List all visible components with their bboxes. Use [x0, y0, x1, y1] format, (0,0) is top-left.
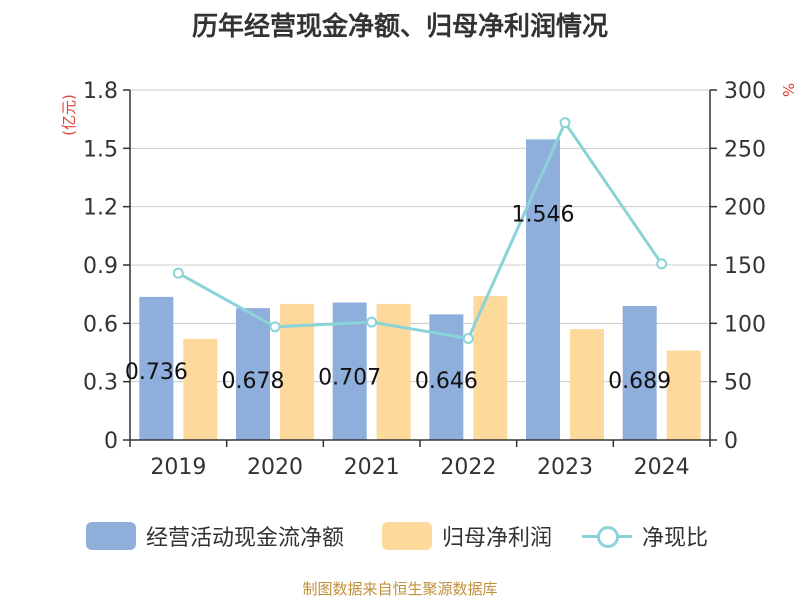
ratio-point — [172, 267, 184, 279]
left-tick-label: 1.5 — [83, 137, 118, 162]
legend-label-ratio: 净现比 — [642, 526, 709, 551]
bars — [139, 139, 701, 440]
bar-cash — [236, 308, 270, 440]
right-tick-label: 300 — [724, 79, 766, 104]
x-tick-label: 2021 — [344, 455, 400, 480]
right-tick-label: 250 — [724, 137, 766, 162]
ratio-line — [177, 119, 663, 341]
cash-value-label: 0.646 — [415, 369, 478, 394]
legend-label-profit: 归母净利润 — [442, 526, 553, 551]
bar-cash — [622, 306, 657, 440]
left-tick-label: 0 — [104, 429, 118, 454]
legend-line-marker-icon — [582, 522, 632, 550]
ratio-point — [462, 333, 474, 344]
right-tick-label: 150 — [724, 254, 766, 279]
ratio-point — [656, 258, 668, 270]
ratio-point — [559, 117, 571, 129]
axes: 0 0.3 0.6 0.9 1.2 1.5 1.8 0 50 100 150 200 250 300 201… — [83, 79, 766, 480]
right-axis-unit: % — [779, 83, 797, 97]
ratio-line-layer — [172, 117, 668, 344]
right-tick-label: 100 — [724, 312, 766, 337]
bar-profit — [570, 329, 604, 440]
cash-value-label: 0.678 — [222, 369, 285, 394]
grid-lines — [130, 89, 710, 383]
x-tick-label: 2019 — [150, 455, 206, 480]
left-axis-unit: (亿元) — [60, 94, 78, 136]
cash-value-label: 0.707 — [318, 366, 381, 391]
source-note: 制图数据来自恒生聚源数据库 — [302, 580, 498, 598]
right-tick-label: 200 — [724, 196, 766, 221]
left-tick-label: 1.8 — [83, 79, 118, 104]
left-tick-label: 0.6 — [83, 312, 118, 337]
cash-value-label: 0.689 — [608, 369, 671, 394]
legend-item-ratio[interactable]: 净现比 — [582, 518, 708, 554]
bar-profit — [183, 338, 218, 440]
legend: 经营活动现金流净额 归母净利润 净现比 — [0, 518, 800, 554]
legend-label-cash: 经营活动现金流净额 — [146, 526, 345, 551]
cash-value-label: 0.736 — [125, 360, 188, 385]
cash-value-label: 1.546 — [512, 202, 575, 227]
bar-cash — [332, 302, 367, 440]
right-tick-label: 50 — [724, 371, 752, 396]
ratio-point — [366, 316, 378, 328]
legend-item-cash[interactable]: 经营活动现金流净额 — [86, 518, 344, 554]
x-tick-label: 2020 — [247, 455, 303, 480]
legend-swatch-cash — [86, 522, 136, 550]
left-tick-label: 1.2 — [83, 196, 118, 221]
x-tick-label: 2023 — [537, 455, 593, 480]
left-tick-label: 0.9 — [83, 254, 118, 279]
bar-cash — [526, 139, 560, 440]
legend-item-profit[interactable]: 归母净利润 — [382, 518, 552, 554]
legend-swatch-profit — [382, 522, 432, 550]
left-tick-label: 0.3 — [83, 371, 118, 396]
chart-title: 历年经营现金净额、归母净利润情况 — [191, 12, 608, 42]
bar-profit — [473, 296, 508, 440]
x-tick-label: 2024 — [634, 455, 690, 480]
x-tick-label: 2022 — [440, 455, 496, 480]
ratio-point — [269, 321, 281, 333]
data-labels: 0.736 0.678 0.707 0.646 1.546 0.689 — [125, 202, 671, 394]
right-tick-label: 0 — [724, 429, 738, 454]
bar-cash — [139, 296, 174, 440]
bar-profit — [666, 350, 701, 440]
